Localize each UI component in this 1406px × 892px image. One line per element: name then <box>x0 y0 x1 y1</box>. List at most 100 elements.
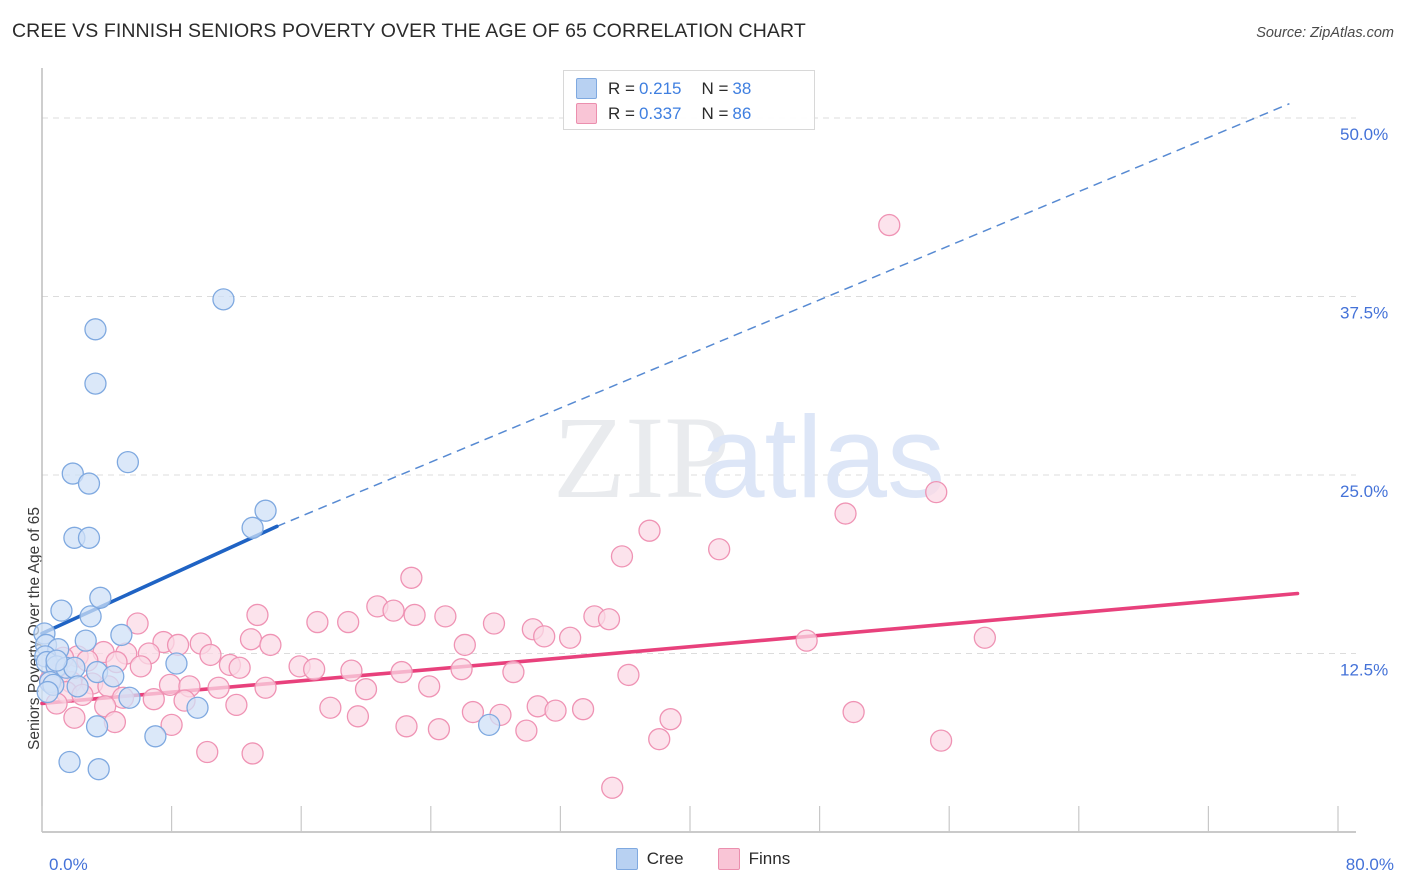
data-point-finns-78[interactable] <box>395 715 418 738</box>
data-point-finns-23[interactable] <box>239 628 263 651</box>
data-point-finns-0[interactable] <box>878 213 901 237</box>
data-point-finns-28[interactable] <box>453 633 476 657</box>
data-point-finns-57[interactable] <box>418 675 441 698</box>
data-point-cree-29[interactable] <box>36 680 59 704</box>
data-point-finns-15[interactable] <box>337 610 360 634</box>
data-point-finns-45[interactable] <box>502 660 525 684</box>
data-point-cree-1[interactable] <box>84 318 107 341</box>
data-point-finns-27[interactable] <box>259 633 282 657</box>
data-point-finns-3[interactable] <box>638 519 661 542</box>
data-point-cree-12[interactable] <box>79 605 102 628</box>
data-point-cree-15[interactable] <box>110 623 133 647</box>
data-point-finns-56[interactable] <box>354 678 378 701</box>
data-point-cree-5[interactable] <box>77 472 101 495</box>
data-point-finns-14[interactable] <box>306 610 329 634</box>
data-point-cree-23[interactable] <box>165 652 188 675</box>
data-point-cree-31[interactable] <box>186 696 209 719</box>
data-point-finns-5[interactable] <box>610 545 634 568</box>
data-point-finns-26[interactable] <box>166 633 190 657</box>
data-point-cree-14[interactable] <box>74 629 97 652</box>
data-point-finns-4[interactable] <box>708 538 731 561</box>
data-point-cree-10[interactable] <box>89 586 112 609</box>
data-point-finns-55[interactable] <box>254 676 277 699</box>
data-point-finns-79[interactable] <box>427 718 451 741</box>
watermark-atlas: atlas <box>700 392 945 522</box>
data-point-finns-66[interactable] <box>319 696 342 719</box>
data-point-cree-35[interactable] <box>58 750 81 774</box>
data-point-cree-32[interactable] <box>85 715 109 738</box>
data-point-finns-19[interactable] <box>973 626 996 649</box>
data-point-finns-17[interactable] <box>482 612 506 635</box>
data-point-finns-69[interactable] <box>571 698 595 721</box>
data-point-finns-44[interactable] <box>450 658 473 681</box>
data-point-finns-39[interactable] <box>228 656 251 679</box>
data-point-cree-2[interactable] <box>84 372 107 395</box>
x-tick-label-max: 80.0% <box>1346 855 1394 874</box>
data-point-finns-85[interactable] <box>601 776 624 799</box>
data-point-finns-54[interactable] <box>207 676 230 699</box>
data-point-finns-8[interactable] <box>382 599 405 622</box>
data-point-cree-36[interactable] <box>87 758 110 781</box>
data-point-finns-1[interactable] <box>925 480 948 504</box>
data-point-finns-80[interactable] <box>515 719 538 742</box>
data-point-finns-2[interactable] <box>834 502 857 525</box>
data-point-finns-9[interactable] <box>246 603 269 627</box>
data-point-finns-83[interactable] <box>196 740 219 764</box>
finns-r-label: R = <box>608 103 635 123</box>
blue-swatch-icon <box>615 848 638 870</box>
data-point-finns-6[interactable] <box>400 566 423 589</box>
data-point-cree-37[interactable] <box>45 649 68 672</box>
data-point-cree-0[interactable] <box>212 288 235 311</box>
data-point-finns-25[interactable] <box>558 626 582 649</box>
data-point-finns-24[interactable] <box>533 625 556 648</box>
finns-n-label: N = <box>701 103 729 123</box>
cree-data-points <box>33 288 501 781</box>
data-point-finns-84[interactable] <box>241 742 264 765</box>
data-point-cree-3[interactable] <box>116 450 140 474</box>
data-point-finns-37[interactable] <box>129 655 152 678</box>
series-legend: Cree Finns <box>0 848 1406 870</box>
y-tick-label-37.5%: 37.5% <box>1340 303 1388 322</box>
data-point-finns-70[interactable] <box>461 700 485 724</box>
source-attribution: Source: ZipAtlas.com <box>1256 25 1394 41</box>
data-point-cree-6[interactable] <box>254 499 277 522</box>
data-point-cree-9[interactable] <box>77 526 101 549</box>
cree-n-value: 38 <box>732 78 752 98</box>
data-point-cree-28[interactable] <box>66 675 89 698</box>
legend-label-finns: Finns <box>748 849 791 868</box>
data-point-finns-65[interactable] <box>225 693 248 717</box>
data-point-cree-33[interactable] <box>144 725 167 748</box>
legend-item-finns[interactable]: Finns <box>717 848 791 870</box>
x-axis-ticks <box>41 806 1339 832</box>
data-point-finns-10[interactable] <box>403 603 426 627</box>
correlation-stats-legend: R = 0.215 N = 38 R = 0.337 N = 86 <box>563 70 815 130</box>
data-point-finns-32[interactable] <box>199 643 222 667</box>
data-point-finns-11[interactable] <box>434 605 457 628</box>
data-point-finns-46[interactable] <box>617 663 640 687</box>
data-point-finns-41[interactable] <box>303 658 326 681</box>
data-point-finns-77[interactable] <box>160 713 183 737</box>
data-point-finns-61[interactable] <box>142 688 165 711</box>
data-point-cree-11[interactable] <box>50 599 73 622</box>
data-point-finns-81[interactable] <box>648 728 671 751</box>
legend-item-cree[interactable]: Cree <box>615 848 684 870</box>
cree-r-value: 0.215 <box>638 78 682 98</box>
data-point-cree-30[interactable] <box>118 686 141 709</box>
data-point-finns-13[interactable] <box>597 608 621 631</box>
data-point-finns-73[interactable] <box>659 708 682 731</box>
data-point-cree-4[interactable] <box>61 462 84 485</box>
data-point-finns-71[interactable] <box>346 705 370 728</box>
data-point-cree-25[interactable] <box>102 665 125 688</box>
data-point-finns-42[interactable] <box>340 659 363 682</box>
data-point-finns-75[interactable] <box>63 706 86 729</box>
data-point-finns-20[interactable] <box>795 629 818 652</box>
data-point-finns-43[interactable] <box>390 660 413 684</box>
data-point-cree-7[interactable] <box>241 516 264 539</box>
data-point-cree-34[interactable] <box>477 713 501 737</box>
data-point-finns-68[interactable] <box>544 699 567 722</box>
data-point-finns-82[interactable] <box>929 729 953 752</box>
data-point-finns-74[interactable] <box>842 700 865 724</box>
data-point-finns-16[interactable] <box>126 612 149 635</box>
y-tick-label-12.5%: 12.5% <box>1340 660 1388 679</box>
